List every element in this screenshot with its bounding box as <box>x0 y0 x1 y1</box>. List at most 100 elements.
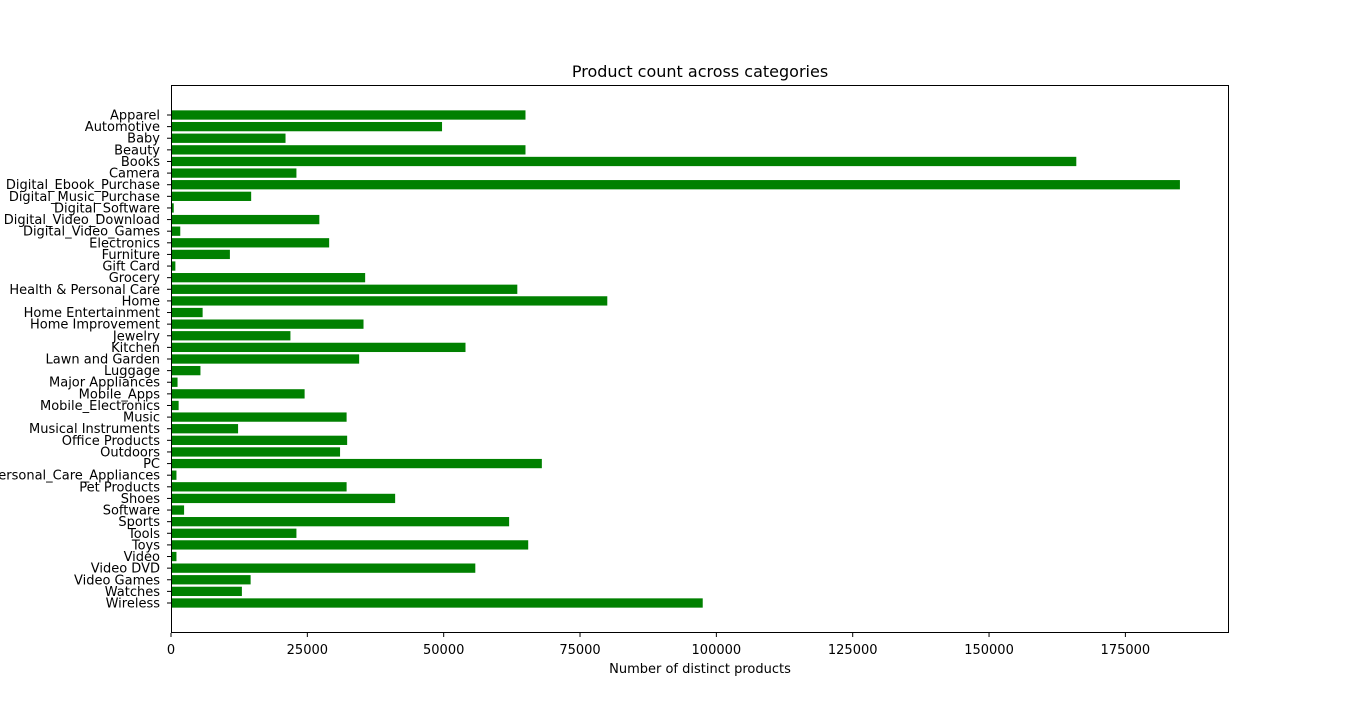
x-axis: 0 25000 50000 75000 100000 125000 150000 175000 <box>167 633 1150 658</box>
bar <box>171 110 526 120</box>
bar <box>171 191 252 201</box>
y-tick-label: Wireless <box>106 597 161 612</box>
y-tick-label: Electronics <box>89 236 160 251</box>
y-tick-label: Home <box>122 294 160 309</box>
bar <box>171 482 347 492</box>
bar <box>171 435 348 445</box>
bar <box>171 400 179 411</box>
y-tick-label: Digital_Ebook_Purchase <box>6 178 160 193</box>
y-tick-label: Lawn and Garden <box>46 353 160 368</box>
bar <box>171 226 181 236</box>
y-tick-label: Home Entertainment <box>24 306 160 321</box>
y-tick-label: Beauty <box>114 143 160 158</box>
bar <box>171 273 366 283</box>
plot-frame <box>171 85 1229 633</box>
y-tick-label: Mobile_Apps <box>79 387 161 402</box>
y-tick-label: Jewelry <box>112 329 160 344</box>
y-tick-label: Video <box>124 550 160 565</box>
y-tick-label: Tools <box>127 527 160 542</box>
bar <box>171 447 341 457</box>
bar <box>171 319 364 329</box>
y-tick-label: Automotive <box>85 120 160 135</box>
bar <box>171 598 703 608</box>
x-tick-label: 25000 <box>287 643 328 658</box>
y-tick-label: Personal_Care_Appliances <box>0 469 160 484</box>
y-tick-label: Office Products <box>62 434 160 449</box>
bar <box>171 261 176 271</box>
bar <box>171 505 185 515</box>
bar <box>171 354 360 364</box>
bar <box>171 156 1077 167</box>
y-tick-label: Watches <box>105 585 160 600</box>
y-tick-label: PC <box>143 457 160 472</box>
y-tick-label: Digital_Software <box>54 201 160 216</box>
bar <box>171 284 518 294</box>
bar <box>171 377 178 387</box>
x-tick-label: 0 <box>167 643 175 658</box>
bar <box>171 133 286 143</box>
bar <box>171 296 608 306</box>
y-tick-label: Baby <box>127 132 160 147</box>
y-tick-label: Pet Products <box>79 480 160 495</box>
y-tick-label: Toys <box>131 538 160 553</box>
x-axis-label: Number of distinct products <box>609 662 791 677</box>
y-tick-label: Digital_Video_Download <box>4 213 160 228</box>
bar <box>171 528 297 538</box>
y-tick-label: Shoes <box>121 492 160 507</box>
y-tick-label: Digital_Music_Purchase <box>9 190 160 205</box>
bar <box>171 238 330 248</box>
y-tick-label: Video DVD <box>91 562 160 577</box>
x-tick-label: 150000 <box>964 643 1014 658</box>
bar <box>171 470 177 480</box>
y-tick-label: Software <box>103 504 160 519</box>
y-tick-label: Outdoors <box>100 445 160 460</box>
bar <box>171 214 320 225</box>
y-tick-label: Luggage <box>104 364 160 379</box>
y-tick-label: Music <box>123 411 160 426</box>
chart-title: Product count across categories <box>572 62 828 81</box>
bar <box>171 389 305 399</box>
bars-group <box>171 110 1180 608</box>
y-tick-label: Kitchen <box>111 341 160 356</box>
bar <box>171 249 230 260</box>
y-tick-label: Major Appliances <box>49 376 160 391</box>
x-tick-label: 125000 <box>828 643 878 658</box>
y-tick-label: Grocery <box>109 271 161 286</box>
x-tick-label: 100000 <box>692 643 742 658</box>
bar <box>171 493 396 504</box>
bar <box>171 307 203 318</box>
bar <box>171 551 177 562</box>
y-tick-label: Camera <box>109 167 160 182</box>
bar <box>171 458 542 469</box>
bar <box>171 121 443 132</box>
y-tick-label: Sports <box>118 515 160 530</box>
bar <box>171 424 239 434</box>
bar <box>171 586 242 597</box>
bar <box>171 365 201 376</box>
bar <box>171 203 174 213</box>
bar <box>171 168 297 178</box>
y-tick-label: Mobile_Electronics <box>40 399 160 414</box>
bar <box>171 517 510 527</box>
bar <box>171 145 526 155</box>
x-tick-label: 75000 <box>559 643 600 658</box>
bar <box>171 412 347 422</box>
y-tick-label: Musical Instruments <box>29 422 160 437</box>
bar <box>171 342 466 353</box>
y-tick-label: Apparel <box>110 109 160 124</box>
y-axis: ApparelAutomotiveBabyBeautyBooksCameraDi… <box>0 109 171 612</box>
bar <box>171 575 251 585</box>
bar <box>171 180 1180 190</box>
x-tick-label: 175000 <box>1101 643 1151 658</box>
y-tick-label: Digital_Video_Games <box>23 225 160 240</box>
bar <box>171 563 476 573</box>
y-tick-label: Health & Personal Care <box>9 283 160 298</box>
y-tick-label: Books <box>121 155 160 170</box>
y-tick-label: Furniture <box>102 248 160 263</box>
bar <box>171 331 291 341</box>
bar <box>171 540 529 550</box>
y-tick-label: Video Games <box>74 573 160 588</box>
y-tick-label: Home Improvement <box>30 318 160 333</box>
